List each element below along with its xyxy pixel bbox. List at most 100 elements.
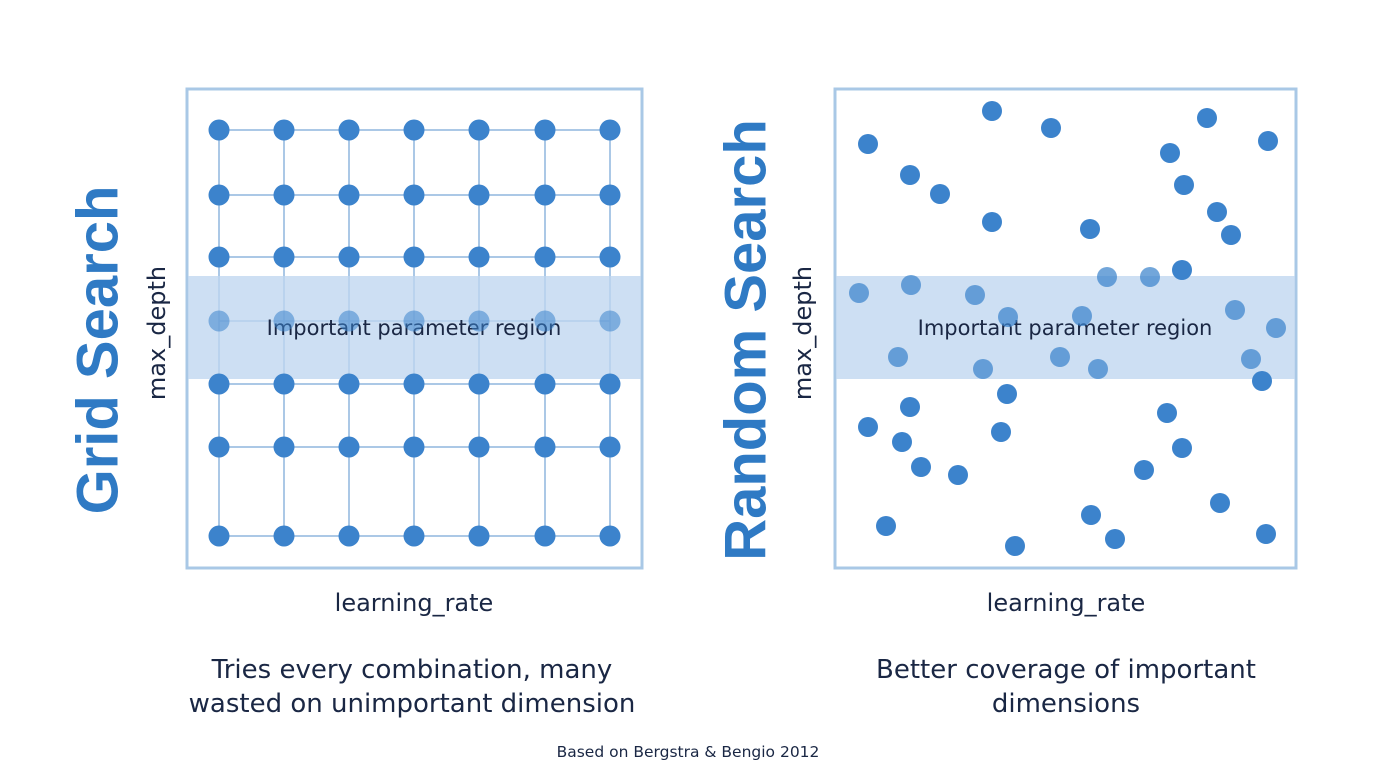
random-sample-point — [1225, 300, 1245, 320]
grid-sample-point — [273, 246, 295, 268]
grid-sample-point — [468, 119, 490, 141]
random-sample-point — [997, 384, 1017, 404]
grid-sample-point — [403, 525, 425, 547]
random-y-axis-label: max_depth — [789, 266, 817, 400]
grid-sample-point — [468, 310, 490, 332]
grid-sample-point — [208, 310, 230, 332]
random-sample-point — [1041, 118, 1061, 138]
grid-sample-point — [208, 184, 230, 206]
grid-sample-point — [534, 310, 556, 332]
random-sample-point — [1221, 225, 1241, 245]
grid-sample-point — [599, 246, 621, 268]
random-sample-point — [901, 275, 921, 295]
random-search-panel: Random Search max_depth Important parame… — [713, 87, 1298, 719]
random-sample-point — [849, 283, 869, 303]
random-sample-point — [1174, 175, 1194, 195]
random-sample-point — [1140, 267, 1160, 287]
random-sample-point — [1105, 529, 1125, 549]
grid-sample-point — [403, 310, 425, 332]
random-sample-point — [1157, 403, 1177, 423]
grid-sample-point — [403, 119, 425, 141]
random-region-label: Important parameter region — [918, 316, 1213, 340]
grid-sample-point — [403, 246, 425, 268]
grid-sample-point — [534, 119, 556, 141]
grid-sample-point — [208, 119, 230, 141]
grid-sample-point — [534, 525, 556, 547]
grid-sample-point — [599, 310, 621, 332]
random-sample-point — [1005, 536, 1025, 556]
grid-sample-point — [338, 246, 360, 268]
grid-y-axis-label: max_depth — [143, 266, 171, 400]
grid-sample-point — [468, 184, 490, 206]
grid-sample-point — [208, 525, 230, 547]
random-x-axis-label: learning_rate — [987, 589, 1146, 617]
random-sample-point — [965, 285, 985, 305]
grid-sample-point — [468, 436, 490, 458]
grid-sample-point — [208, 373, 230, 395]
grid-sample-point — [599, 373, 621, 395]
grid-sample-point — [599, 119, 621, 141]
grid-sample-point — [599, 525, 621, 547]
source-footnote: Based on Bergstra & Bengio 2012 — [557, 743, 820, 761]
random-sample-point — [1088, 359, 1108, 379]
random-sample-point — [1080, 219, 1100, 239]
random-sample-point — [1081, 505, 1101, 525]
grid-sample-point — [338, 119, 360, 141]
grid-search-panel: Grid Search max_depth Important paramete… — [65, 87, 644, 719]
random-sample-point — [1172, 438, 1192, 458]
random-sample-point — [900, 165, 920, 185]
random-sample-point — [1241, 349, 1261, 369]
random-sample-point — [1160, 143, 1180, 163]
grid-sample-point — [273, 373, 295, 395]
grid-sample-point — [208, 436, 230, 458]
random-search-title: Random Search — [713, 119, 778, 561]
grid-sample-point — [338, 310, 360, 332]
grid-sample-point — [403, 373, 425, 395]
grid-sample-point — [468, 525, 490, 547]
grid-sample-point — [599, 184, 621, 206]
random-sample-point — [1258, 131, 1278, 151]
random-sample-point — [1266, 318, 1286, 338]
grid-sample-point — [599, 436, 621, 458]
random-sample-point — [858, 417, 878, 437]
random-sample-point — [973, 359, 993, 379]
random-sample-point — [888, 347, 908, 367]
grid-sample-point — [534, 184, 556, 206]
grid-sample-point — [208, 246, 230, 268]
random-sample-point — [900, 397, 920, 417]
grid-sample-point — [338, 436, 360, 458]
random-sample-point — [858, 134, 878, 154]
grid-sample-point — [468, 246, 490, 268]
grid-sample-point — [273, 525, 295, 547]
random-sample-point — [876, 516, 896, 536]
grid-sample-point — [403, 436, 425, 458]
random-sample-point — [1197, 108, 1217, 128]
grid-sample-point — [468, 373, 490, 395]
grid-sample-point — [534, 373, 556, 395]
grid-sample-points — [208, 119, 621, 547]
grid-sample-point — [273, 184, 295, 206]
random-sample-point — [1210, 493, 1230, 513]
random-sample-point — [1256, 524, 1276, 544]
grid-sample-point — [534, 436, 556, 458]
random-sample-point — [1097, 267, 1117, 287]
grid-caption-line-2: wasted on unimportant dimension — [189, 689, 636, 719]
random-sample-point — [948, 465, 968, 485]
grid-caption-line-1: Tries every combination, many — [211, 655, 613, 685]
random-sample-point — [982, 212, 1002, 232]
grid-sample-point — [273, 310, 295, 332]
grid-sample-point — [273, 119, 295, 141]
random-sample-point — [911, 457, 931, 477]
grid-x-axis-label: learning_rate — [335, 589, 494, 617]
random-sample-point — [1252, 371, 1272, 391]
grid-sample-point — [338, 373, 360, 395]
random-sample-point — [1134, 460, 1154, 480]
grid-search-title: Grid Search — [65, 186, 130, 515]
grid-sample-point — [338, 184, 360, 206]
random-sample-point — [930, 184, 950, 204]
random-sample-point — [1050, 347, 1070, 367]
grid-sample-point — [403, 184, 425, 206]
random-sample-point — [998, 307, 1018, 327]
random-caption-line-1: Better coverage of important — [876, 655, 1256, 685]
